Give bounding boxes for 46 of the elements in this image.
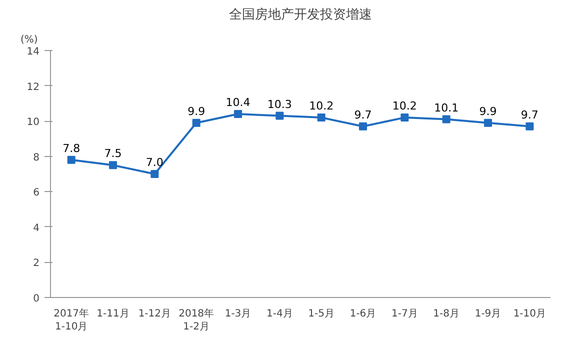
point <box>400 114 409 122</box>
point <box>526 122 534 130</box>
y-tick-label: 10 <box>26 117 40 128</box>
point <box>234 110 242 118</box>
x-tick-label: 2018年 1-2月 <box>178 308 214 333</box>
y-tick-label: 0 <box>33 294 40 304</box>
data-label: 9.9 <box>188 104 206 118</box>
point <box>484 118 492 127</box>
data-label: 9.9 <box>479 104 497 118</box>
x-tick-label: 1-7月 <box>392 308 418 320</box>
data-label: 10.4 <box>226 96 250 110</box>
point <box>192 118 200 127</box>
x-tick-label: 1-8月 <box>433 308 460 320</box>
data-label: 10.2 <box>309 100 334 113</box>
x-tick-label: 2017年 1-10月 <box>54 308 90 333</box>
y-tick-label: 14 <box>26 46 40 58</box>
point <box>150 170 159 178</box>
data-label: 9.7 <box>520 108 538 122</box>
data-label: 7.5 <box>104 147 122 160</box>
data-label: 9.7 <box>354 108 372 122</box>
point <box>109 161 117 170</box>
y-axis-title: (%) <box>20 34 38 46</box>
y-tick-label: 4 <box>33 222 40 234</box>
point <box>276 112 284 120</box>
chart-title: 全国房地产开发投资增速 <box>229 6 372 22</box>
x-tick-label: 1-4月 <box>266 308 293 320</box>
x-tick-label: 1-12月 <box>138 308 172 320</box>
y-tick-label: 8 <box>33 152 40 164</box>
x-tick-label: 1-10月 <box>513 308 546 320</box>
data-label: 10.1 <box>434 101 459 114</box>
data-label: 10.2 <box>392 100 417 113</box>
x-tick-label: 1-11月 <box>96 308 130 320</box>
y-tick-label: 2 <box>33 258 40 270</box>
data-label: 10.3 <box>267 98 292 111</box>
data-label: 7.8 <box>62 142 80 155</box>
y-tick-label: 6 <box>33 188 40 199</box>
point <box>442 115 450 124</box>
x-tick-label: 1-6月 <box>350 308 376 320</box>
x-tick-label: 1-5月 <box>308 308 335 320</box>
point <box>359 122 367 130</box>
x-tick-label: 1-9月 <box>474 308 502 320</box>
y-tick-label: 12 <box>26 82 40 93</box>
x-tick-label: 1-3月 <box>224 308 252 320</box>
point <box>317 114 326 122</box>
data-label: 7.0 <box>146 156 164 169</box>
point <box>67 156 76 164</box>
